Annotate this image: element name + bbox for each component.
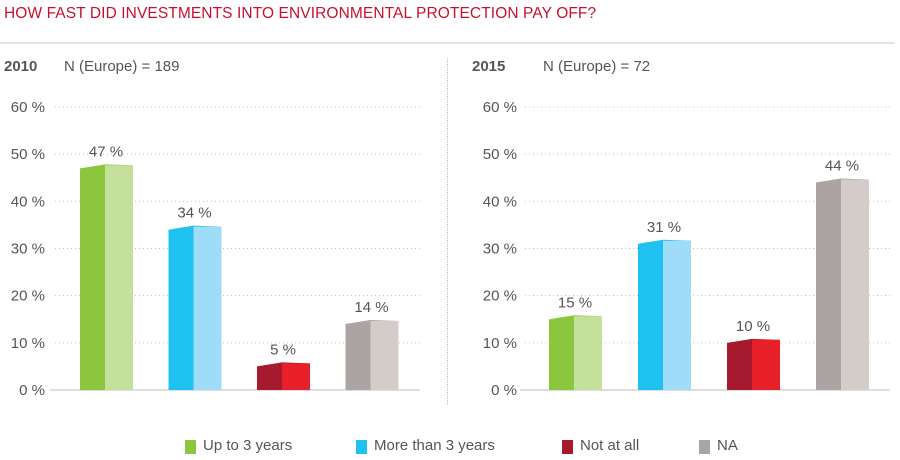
legend: Up to 3 years More than 3 years Not at a… <box>0 437 900 457</box>
panel-sample-size: N (Europe) = 189 <box>64 58 180 75</box>
bar-side-face <box>752 339 780 390</box>
bar-value-label: 10 % <box>736 318 770 335</box>
bar-value-label: 44 % <box>825 157 859 174</box>
bar-front-face <box>168 229 194 390</box>
bar-side-face <box>663 240 691 390</box>
bar-more-than-3 <box>168 225 222 390</box>
legend-label: Not at all <box>580 437 640 454</box>
y-tick-label: 10 % <box>11 335 45 352</box>
bar-side-face <box>574 316 602 390</box>
bar-up-to-3 <box>549 315 602 390</box>
y-tick-label: 20 % <box>11 288 45 305</box>
y-tick-label: 50 % <box>483 146 517 163</box>
y-tick-label: 10 % <box>483 335 517 352</box>
legend-swatch <box>699 440 710 454</box>
bar-side-face <box>370 320 399 390</box>
y-tick-label: 60 % <box>11 99 45 116</box>
legend-label: More than 3 years <box>374 437 495 454</box>
bar-side-face <box>105 165 133 390</box>
bar-front-face <box>257 366 282 390</box>
bar-front-face <box>345 323 371 390</box>
bar-na <box>816 178 869 390</box>
bar-side-face <box>841 179 869 390</box>
y-tick-label: 50 % <box>11 146 45 163</box>
y-tick-label: 30 % <box>483 241 517 258</box>
bar-front-face <box>549 319 574 390</box>
panel-divider <box>447 58 449 405</box>
bar-front-face <box>80 168 105 390</box>
y-tick-label: 40 % <box>11 193 45 210</box>
bar-up-to-3 <box>80 164 133 390</box>
bar-not-at-all <box>257 362 310 390</box>
y-tick-label: 0 % <box>491 382 517 399</box>
bar-na <box>345 319 399 390</box>
legend-swatch <box>562 440 573 454</box>
title-divider <box>0 42 895 44</box>
bar-more-than-3 <box>638 239 691 390</box>
panel-sample-size: N (Europe) = 72 <box>543 58 651 75</box>
y-tick-label: 20 % <box>483 288 517 305</box>
bar-front-face <box>727 342 752 390</box>
bar-side-face <box>193 226 222 390</box>
bar-side-face <box>282 363 310 390</box>
bar-value-label: 47 % <box>89 143 123 160</box>
y-tick-label: 30 % <box>11 241 45 258</box>
chart-panel-2010: 2010 N (Europe) = 189 0 % 10 % 20 % 30 % 40 … <box>0 48 440 408</box>
bar-not-at-all <box>727 338 780 390</box>
legend-swatch <box>356 440 367 454</box>
legend-label: Up to 3 years <box>203 437 293 454</box>
bar-value-label: 5 % <box>270 341 296 358</box>
bar-value-label: 14 % <box>354 299 388 316</box>
chart-title: HOW FAST DID INVESTMENTS INTO ENVIRONMEN… <box>4 5 597 22</box>
panel-year: 2015 <box>472 58 506 75</box>
bar-value-label: 31 % <box>647 219 681 236</box>
y-tick-label: 60 % <box>483 99 517 116</box>
y-tick-label: 40 % <box>483 193 517 210</box>
chart-panel-2015: 2015 N (Europe) = 72 0 % 10 % 20 % 30 % 40 %… <box>450 48 890 408</box>
bar-front-face <box>816 182 841 390</box>
legend-label: NA <box>717 437 738 454</box>
y-tick-label: 0 % <box>19 382 45 399</box>
bar-chart-2015: 0 % 10 % 20 % 30 % 40 % 50 % 60 % 15 % 31 % 10 % 4… <box>483 99 890 399</box>
bar-chart-2010: 0 % 10 % 20 % 30 % 40 % 50 % 60 % 47 % 34 % 5 % 14… <box>11 99 420 399</box>
panel-year: 2010 <box>4 58 38 75</box>
legend-swatch <box>185 440 196 454</box>
bar-front-face <box>638 243 663 390</box>
bar-value-label: 15 % <box>558 294 592 311</box>
bar-value-label: 34 % <box>177 205 211 222</box>
